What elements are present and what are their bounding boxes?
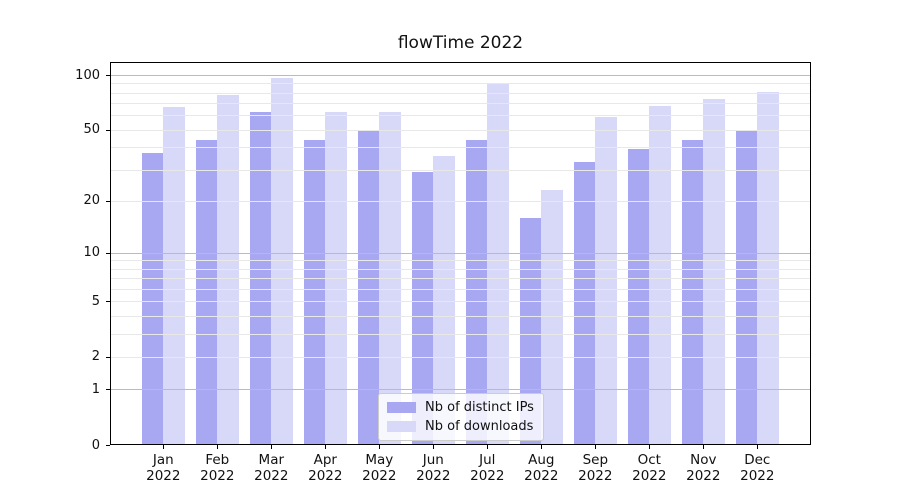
legend-swatch-distinct-ips [387, 402, 416, 413]
y-tick-mark [106, 252, 110, 254]
y-tick-mark [106, 356, 110, 358]
x-tick-label: Sep 2022 [578, 452, 613, 484]
x-tick-label: May 2022 [362, 452, 397, 484]
x-tick-mark [757, 445, 759, 449]
bar-downloads [703, 98, 726, 445]
x-tick-label: Mar 2022 [254, 452, 289, 484]
y-tick-label: 5 [91, 293, 100, 309]
chart-title: flowTime 2022 [397, 33, 524, 53]
x-tick-mark [487, 445, 489, 449]
x-tick-mark [217, 445, 219, 449]
y-gridline-minor [110, 169, 811, 171]
bar-distinct-ips [627, 149, 650, 445]
y-tick-mark [106, 200, 110, 202]
y-gridline-minor [110, 315, 811, 317]
y-tick-label: 20 [83, 193, 100, 209]
bar-downloads [163, 106, 186, 445]
x-tick-label: Nov 2022 [686, 452, 721, 484]
bar-downloads [757, 91, 780, 445]
x-tick-mark [433, 445, 435, 449]
bar-distinct-ips [411, 172, 434, 445]
bar-distinct-ips [303, 139, 326, 445]
x-tick-label: Jul 2022 [470, 452, 505, 484]
x-tick-mark [325, 445, 327, 449]
bar-distinct-ips [465, 139, 488, 445]
legend-label-downloads: Nb of downloads [425, 419, 534, 434]
y-tick-label: 2 [91, 349, 100, 365]
y-gridline-minor [110, 356, 811, 358]
x-tick-label: Jun 2022 [416, 452, 451, 484]
y-gridline-minor [110, 301, 811, 303]
x-tick-label: Oct 2022 [632, 452, 667, 484]
y-tick-label: 50 [83, 122, 100, 138]
y-gridline-minor [110, 115, 811, 117]
x-tick-mark [271, 445, 273, 449]
bar-downloads [433, 155, 456, 445]
y-gridline-major [110, 389, 811, 391]
plot-area [110, 62, 811, 445]
y-gridline-minor [110, 92, 811, 94]
legend-row-downloads: Nb of downloads [387, 419, 534, 434]
y-gridline-minor [110, 200, 811, 202]
y-tick-mark [106, 445, 110, 446]
y-gridline-minor [110, 83, 811, 85]
y-gridline-minor [110, 268, 811, 270]
y-tick-label: 1 [91, 381, 100, 397]
y-tick-mark [106, 389, 110, 391]
bar-distinct-ips [357, 129, 380, 445]
x-tick-mark [163, 445, 165, 449]
y-gridline-minor [110, 103, 811, 105]
y-gridline-minor [110, 129, 811, 131]
x-tick-label: Apr 2022 [308, 452, 343, 484]
bar-distinct-ips [195, 139, 218, 445]
x-tick-mark [703, 445, 705, 449]
bar-downloads [541, 190, 564, 445]
legend-label-distinct-ips: Nb of distinct IPs [425, 400, 534, 415]
bar-distinct-ips [735, 129, 758, 445]
bar-downloads [487, 83, 510, 445]
bar-downloads [595, 116, 618, 445]
x-tick-label: Aug 2022 [524, 452, 559, 484]
y-tick-label: 100 [75, 67, 100, 83]
x-tick-label: Jan 2022 [146, 452, 181, 484]
bar-downloads [325, 111, 348, 445]
bar-downloads [649, 105, 672, 445]
y-gridline-major [110, 252, 811, 254]
x-tick-mark [649, 445, 651, 449]
y-tick-mark [106, 301, 110, 303]
y-gridline-minor [110, 260, 811, 262]
legend: Nb of distinct IPs Nb of downloads [378, 393, 544, 441]
y-gridline-minor [110, 333, 811, 335]
y-gridline-minor [110, 147, 811, 149]
x-tick-mark [379, 445, 381, 449]
x-tick-label: Dec 2022 [740, 452, 775, 484]
bar-distinct-ips [573, 162, 596, 445]
y-tick-label: 0 [91, 437, 100, 453]
y-gridline-major [110, 75, 811, 76]
x-tick-label: Feb 2022 [200, 452, 235, 484]
bar-distinct-ips [249, 111, 272, 445]
legend-row-distinct-ips: Nb of distinct IPs [387, 400, 534, 415]
y-gridline-minor [110, 288, 811, 290]
y-gridline-minor [110, 278, 811, 280]
bar-downloads [379, 111, 402, 445]
y-tick-mark [106, 75, 110, 76]
legend-swatch-downloads [387, 421, 416, 432]
bar-distinct-ips [141, 153, 164, 445]
bar-distinct-ips [519, 217, 542, 445]
x-tick-mark [595, 445, 597, 449]
x-tick-mark [541, 445, 543, 449]
y-tick-label: 10 [83, 245, 100, 261]
y-tick-mark [106, 129, 110, 131]
bar-distinct-ips [681, 139, 704, 445]
